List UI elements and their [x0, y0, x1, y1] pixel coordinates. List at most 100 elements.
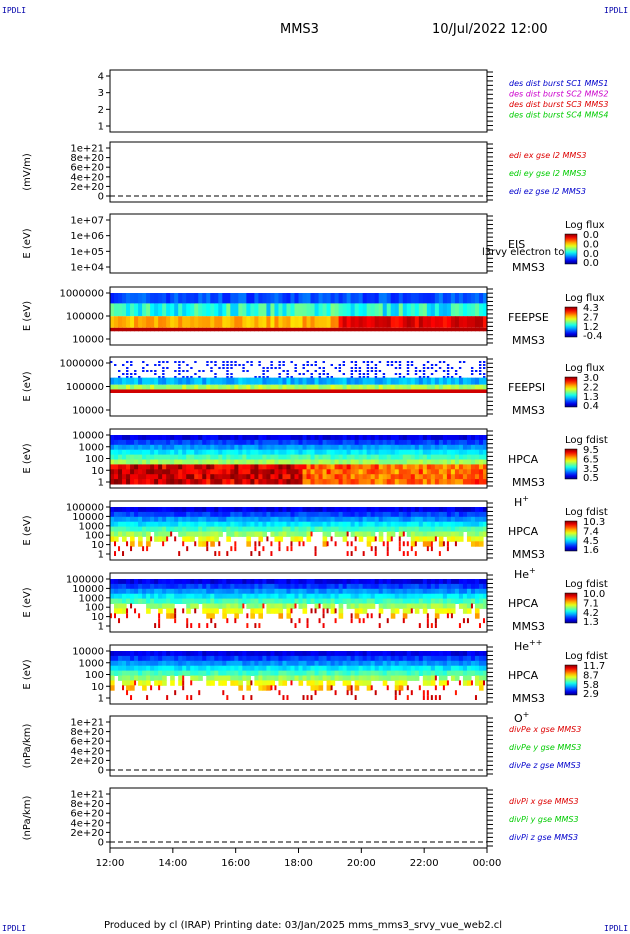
spec-cell — [386, 579, 392, 585]
spec-cell — [462, 579, 468, 585]
spec-cell — [458, 665, 464, 672]
spec-cell — [482, 364, 486, 366]
spec-cell — [282, 454, 288, 460]
spec-cell — [462, 464, 468, 470]
spec-cell — [226, 367, 229, 369]
colorbar-tick-label: 0.5 — [583, 473, 599, 484]
spec-cell — [430, 435, 436, 441]
spec-cell — [266, 588, 272, 595]
spec-cell — [410, 303, 416, 317]
spec-cell — [202, 521, 207, 528]
spec-cell — [230, 316, 235, 328]
spec-cell — [302, 303, 308, 317]
spec-cell — [374, 655, 380, 662]
spec-cell — [394, 439, 400, 446]
spec-cell — [462, 507, 468, 513]
spec-cell — [462, 593, 468, 600]
spec-cell — [178, 507, 183, 513]
spec-cell — [190, 680, 193, 686]
spec-cell — [402, 435, 408, 441]
spec-cell — [138, 675, 143, 681]
spec-cell — [186, 389, 191, 393]
spec-cell — [266, 655, 272, 662]
spec-cell — [290, 541, 293, 547]
spec-cell — [302, 670, 308, 676]
spec-cell — [130, 459, 135, 465]
spec-cell — [278, 511, 284, 518]
spec-cell — [166, 531, 171, 537]
spec-cell — [426, 665, 432, 672]
spec-cell — [166, 583, 171, 590]
spec-cell — [338, 613, 344, 619]
spec-cell — [438, 384, 444, 390]
spec-cell — [410, 511, 416, 518]
spec-cell — [222, 660, 227, 667]
spec-cell — [126, 454, 131, 460]
spec-cell — [350, 449, 356, 456]
spec-cell — [266, 293, 272, 304]
spec-cell — [114, 303, 119, 317]
colorbar-title: Log fdist — [565, 579, 608, 590]
spec-cell — [306, 444, 312, 451]
spec-cell — [434, 377, 440, 385]
spec-cell — [314, 675, 320, 681]
spec-cell — [146, 435, 151, 441]
spec-cell — [462, 316, 468, 328]
spec-cell — [334, 439, 340, 446]
spec-cell — [214, 598, 219, 604]
spec-cell — [206, 435, 211, 441]
spec-cell — [382, 389, 388, 393]
spec-cell — [462, 521, 468, 528]
spec-cell — [290, 316, 296, 328]
spec-cell — [482, 521, 488, 528]
spec-cell — [226, 435, 231, 441]
spec-cell — [374, 464, 380, 470]
spec-cell — [394, 583, 400, 590]
spec-cell — [126, 613, 129, 619]
spec-cell — [478, 364, 482, 366]
spec-cell — [122, 680, 127, 686]
spec-cell — [474, 327, 480, 332]
spacecraft-label: MMS3 — [512, 692, 545, 705]
spec-cell — [194, 531, 199, 537]
spec-cell — [126, 435, 131, 441]
spec-cell — [198, 293, 203, 304]
spec-cell — [330, 389, 336, 393]
spec-cell — [274, 474, 280, 480]
spec-cell — [174, 370, 177, 372]
spec-cell — [282, 389, 288, 393]
spec-cell — [142, 546, 145, 552]
spec-cell — [338, 579, 344, 585]
spec-cell — [318, 479, 324, 485]
spec-cell — [286, 459, 292, 465]
spec-cell — [294, 516, 300, 523]
spec-cell — [442, 376, 446, 378]
spec-cell — [322, 536, 328, 542]
spec-cell — [238, 583, 243, 590]
spec-cell — [362, 464, 368, 470]
spec-cell — [410, 377, 416, 385]
spec-cell — [194, 588, 199, 595]
spec-cell — [110, 670, 115, 676]
spec-cell — [282, 449, 288, 456]
spec-cell — [142, 651, 147, 657]
spec-cell — [118, 670, 123, 676]
spec-cell — [322, 389, 328, 393]
spec-cell — [226, 511, 231, 518]
spec-cell — [350, 526, 356, 532]
spec-cell — [114, 364, 117, 366]
spec-cell — [162, 665, 167, 672]
spec-cell — [442, 449, 448, 456]
spec-cell — [234, 459, 239, 465]
spec-cell — [346, 526, 352, 532]
spec-cell — [314, 293, 320, 304]
spec-cell — [122, 665, 127, 672]
spec-cell — [246, 655, 251, 662]
spec-cell — [314, 680, 320, 686]
spec-cell — [338, 583, 344, 590]
spec-cell — [434, 364, 438, 366]
spec-cell — [382, 670, 388, 676]
spec-cell — [206, 655, 211, 662]
spec-cell — [350, 464, 356, 470]
spec-cell — [322, 670, 328, 676]
